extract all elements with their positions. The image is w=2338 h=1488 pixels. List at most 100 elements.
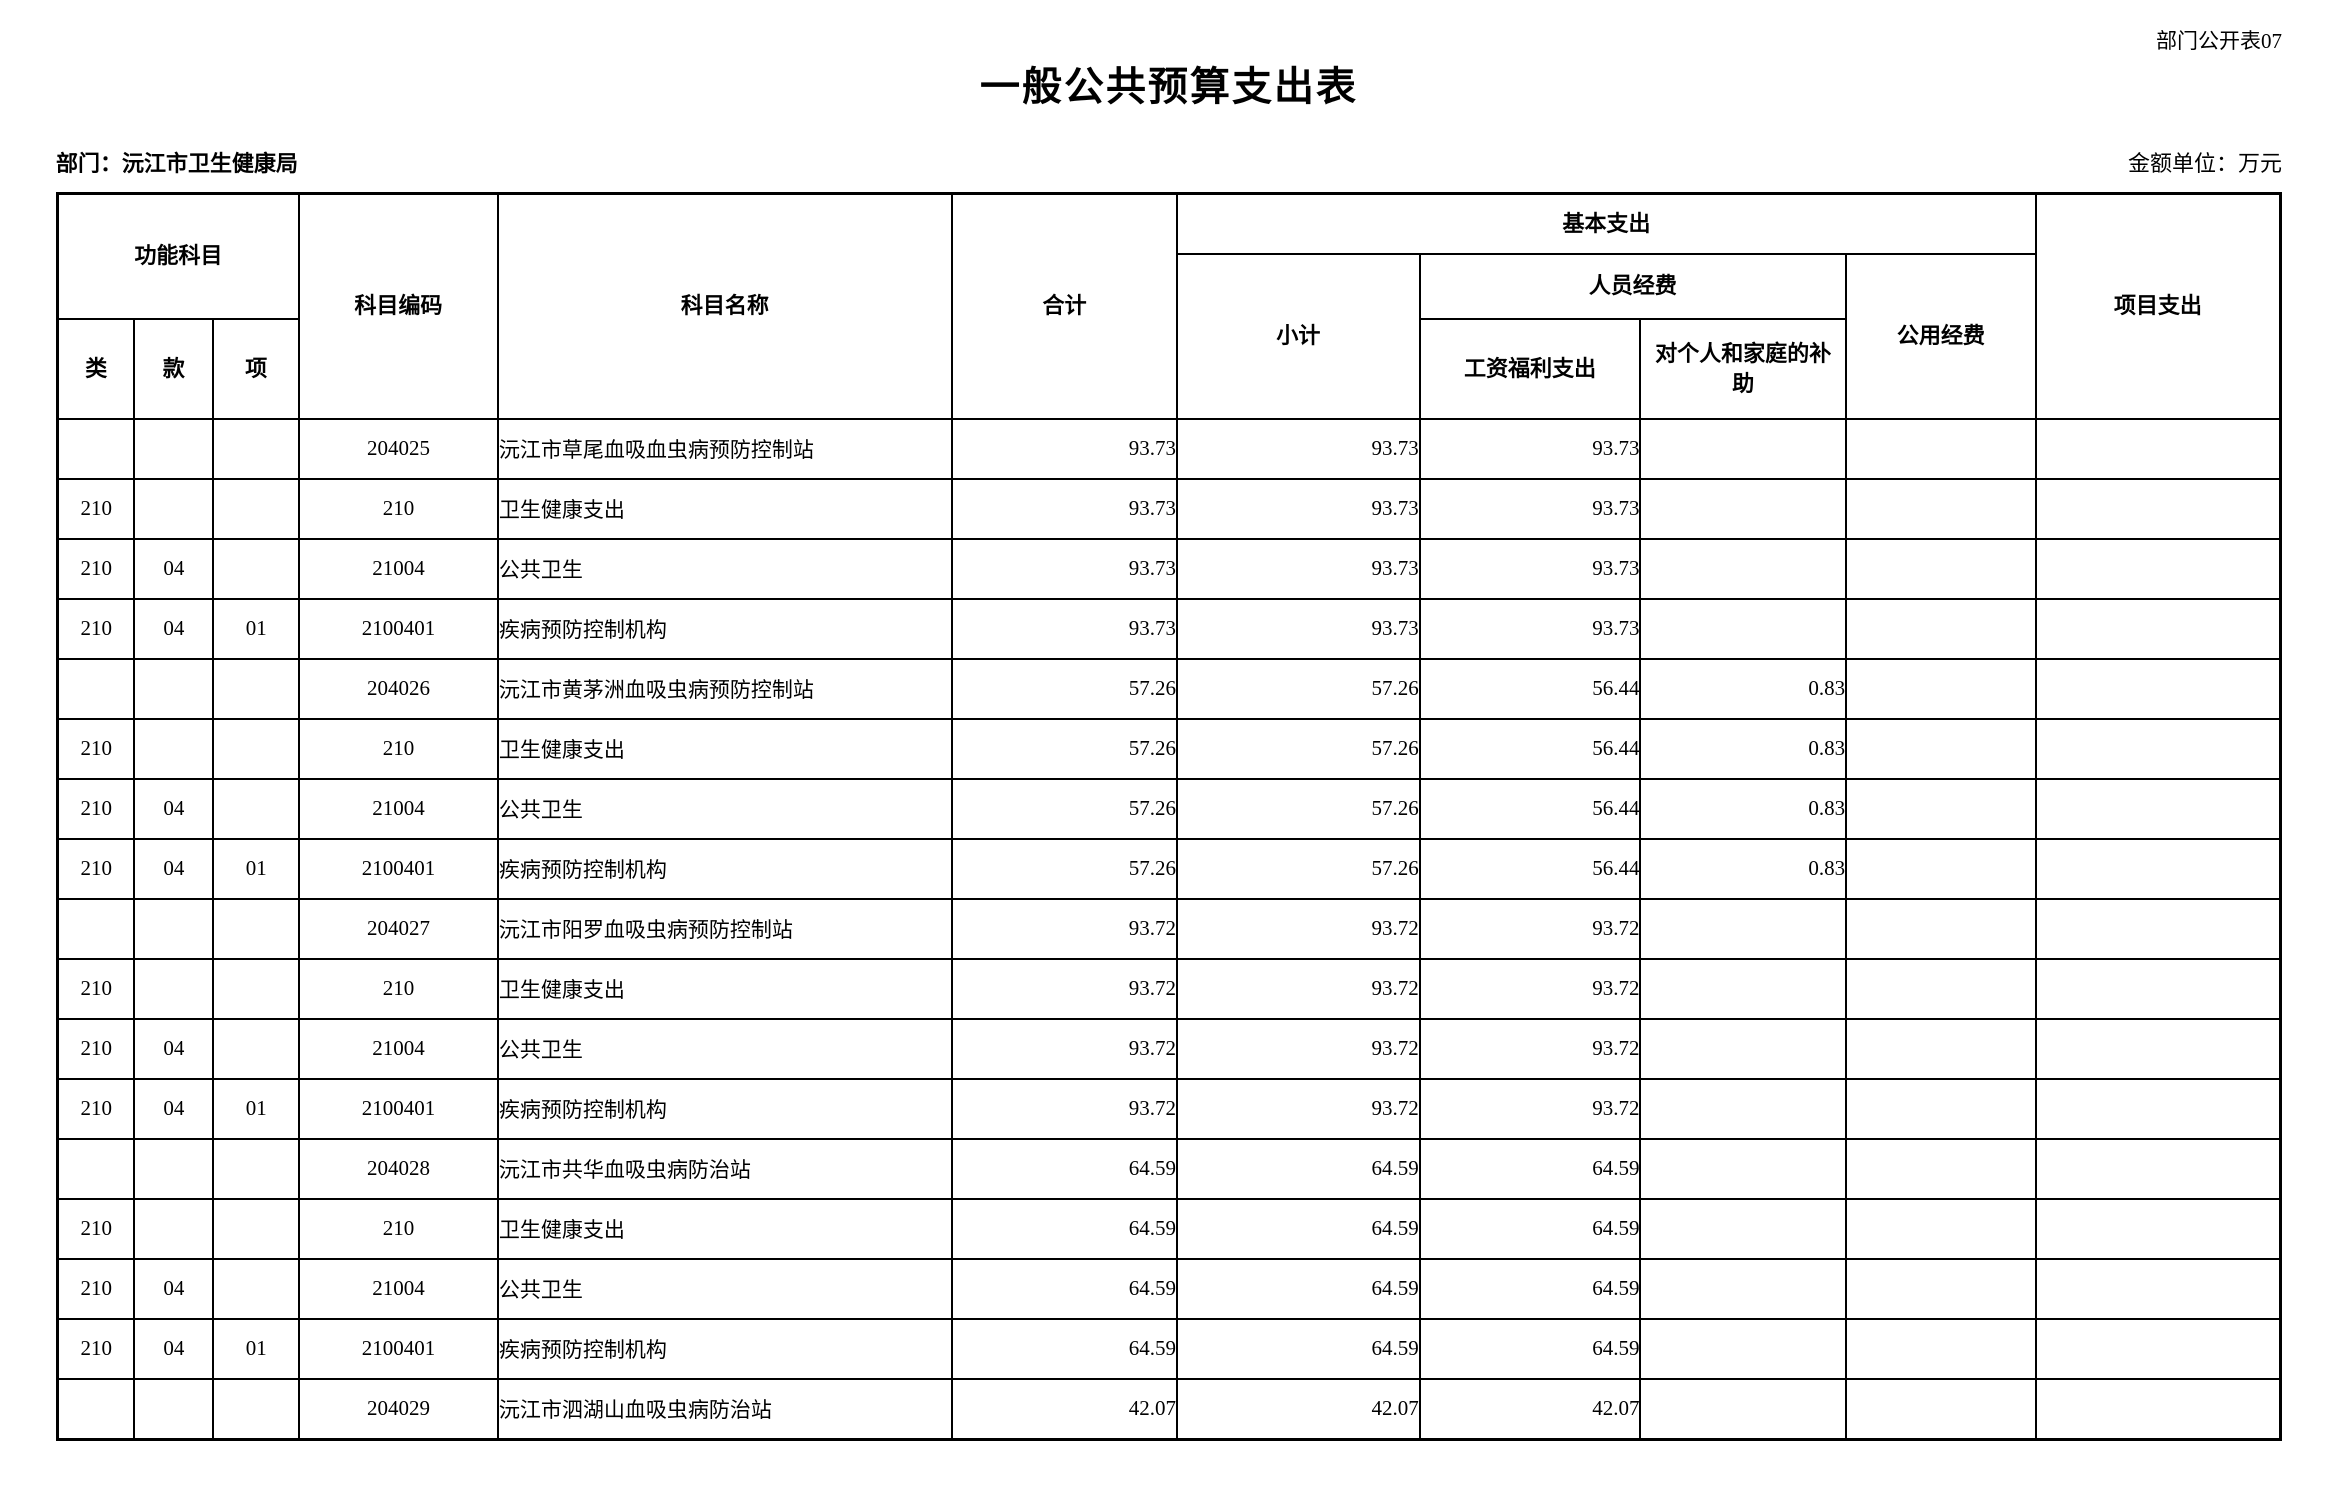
subject-code-cell: 21004 <box>298 1257 499 1320</box>
amount-cell: 93.73 <box>951 537 1178 600</box>
amount-cell <box>1639 1317 1848 1380</box>
subject-code-cell: 2100401 <box>298 837 499 900</box>
table-row: 210 210 卫生健康支出 57.26 57.26 56.44 0.83 <box>56 717 2282 780</box>
sheet-label: 部门公开表07 <box>2156 29 2282 53</box>
table-row: 210 04 01 2100401 疾病预防控制机构 93.73 93.73 93.73 <box>56 597 2282 660</box>
amount-cell <box>2034 717 2282 780</box>
subject-name-cell: 疾病预防控制机构 <box>496 837 954 900</box>
amount-cell <box>1845 1137 2037 1200</box>
header-public-funds: 公用经费 <box>1845 252 2037 420</box>
header-basic-expenditure: 基本支出 <box>1175 192 2037 255</box>
amount-cell: 93.72 <box>1418 1017 1642 1080</box>
amount-cell <box>1639 1377 1848 1440</box>
func-code-cell: 210 <box>56 477 136 540</box>
func-code-cell <box>133 897 215 960</box>
amount-cell: 93.73 <box>1175 537 1421 600</box>
func-code-cell: 04 <box>133 1317 215 1380</box>
subject-name-cell: 公共卫生 <box>496 537 954 600</box>
subject-code-cell: 21004 <box>298 777 499 840</box>
func-code-cell <box>133 717 215 780</box>
table-row: 210 04 21004 公共卫生 64.59 64.59 64.59 <box>56 1257 2282 1320</box>
amount-cell <box>1639 597 1848 660</box>
amount-cell: 93.73 <box>951 417 1178 480</box>
amount-cell: 64.59 <box>1418 1257 1642 1320</box>
amount-cell: 57.26 <box>1175 837 1421 900</box>
subject-name-cell: 沅江市黄茅洲血吸虫病预防控制站 <box>496 657 954 720</box>
amount-cell: 42.07 <box>1175 1377 1421 1440</box>
subject-name-cell: 沅江市阳罗血吸虫病预防控制站 <box>496 897 954 960</box>
amount-cell: 93.73 <box>1418 477 1642 540</box>
budget-table: 功能科目 科目编码 科目名称 合计 基本支出 项目支出 小计 人员经费 公用经费… <box>56 192 2282 1441</box>
table-row: 210 04 01 2100401 疾病预防控制机构 93.72 93.72 93.72 <box>56 1077 2282 1140</box>
amount-cell <box>1639 477 1848 540</box>
header-func-subject: 功能科目 <box>56 192 301 320</box>
subject-name-cell: 沅江市共华血吸虫病防治站 <box>496 1137 954 1200</box>
amount-cell: 64.59 <box>951 1257 1178 1320</box>
amount-cell: 93.73 <box>951 597 1178 660</box>
func-code-cell <box>133 417 215 480</box>
amount-cell: 0.83 <box>1639 837 1848 900</box>
amount-cell <box>1845 417 2037 480</box>
amount-cell <box>2034 1197 2282 1260</box>
amount-cell <box>1845 897 2037 960</box>
amount-cell: 64.59 <box>1418 1137 1642 1200</box>
amount-cell <box>1845 1077 2037 1140</box>
amount-cell <box>1845 777 2037 840</box>
amount-unit-label: 金额单位：万元 <box>2127 151 2282 176</box>
func-code-cell <box>212 537 301 600</box>
func-code-cell: 210 <box>56 1257 136 1320</box>
subject-name-cell: 卫生健康支出 <box>496 477 954 540</box>
subject-code-cell: 2100401 <box>298 597 499 660</box>
table-row: 210 210 卫生健康支出 93.72 93.72 93.72 <box>56 957 2282 1020</box>
amount-cell: 93.72 <box>951 1077 1178 1140</box>
amount-cell <box>2034 837 2282 900</box>
func-code-cell <box>212 957 301 1020</box>
amount-cell <box>2034 597 2282 660</box>
table-row: 204026 沅江市黄茅洲血吸虫病预防控制站 57.26 57.26 56.44 0.83 <box>56 657 2282 720</box>
func-code-cell <box>133 477 215 540</box>
amount-cell: 64.59 <box>951 1197 1178 1260</box>
table-body: 204025 沅江市草尾血吸血虫病预防控制站 93.73 93.73 93.73 210 2… <box>56 417 2282 1440</box>
amount-cell: 64.59 <box>951 1137 1178 1200</box>
func-code-cell: 04 <box>133 1257 215 1320</box>
header-wage-welfare: 工资福利支出 <box>1418 317 1642 420</box>
func-code-cell: 04 <box>133 1077 215 1140</box>
amount-cell: 57.26 <box>1175 717 1421 780</box>
amount-cell: 93.73 <box>951 477 1178 540</box>
amount-cell <box>1845 957 2037 1020</box>
subject-name-cell: 公共卫生 <box>496 1017 954 1080</box>
subject-name-cell: 疾病预防控制机构 <box>496 1077 954 1140</box>
amount-cell: 57.26 <box>1175 777 1421 840</box>
amount-cell: 42.07 <box>1418 1377 1642 1440</box>
amount-cell <box>1639 957 1848 1020</box>
amount-cell: 64.59 <box>1175 1197 1421 1260</box>
table-row: 204027 沅江市阳罗血吸虫病预防控制站 93.72 93.72 93.72 <box>56 897 2282 960</box>
subject-name-cell: 疾病预防控制机构 <box>496 1317 954 1380</box>
amount-cell <box>2034 477 2282 540</box>
amount-cell: 0.83 <box>1639 657 1848 720</box>
subject-name-cell: 沅江市草尾血吸血虫病预防控制站 <box>496 417 954 480</box>
func-code-cell <box>212 717 301 780</box>
table-row: 210 04 01 2100401 疾病预防控制机构 64.59 64.59 64.59 <box>56 1317 2282 1380</box>
func-code-cell <box>212 897 301 960</box>
func-code-cell <box>133 1197 215 1260</box>
func-code-cell <box>56 417 136 480</box>
amount-cell: 56.44 <box>1418 717 1642 780</box>
subject-name-cell: 卫生健康支出 <box>496 717 954 780</box>
amount-cell: 57.26 <box>951 657 1178 720</box>
amount-cell <box>1845 1377 2037 1440</box>
amount-cell <box>2034 1377 2282 1440</box>
subject-code-cell: 2100401 <box>298 1077 499 1140</box>
table-header: 功能科目 科目编码 科目名称 合计 基本支出 项目支出 小计 人员经费 公用经费… <box>56 192 2282 420</box>
header-subject-code: 科目编码 <box>298 192 499 420</box>
func-code-cell <box>56 1137 136 1200</box>
amount-cell <box>1845 1197 2037 1260</box>
table-row: 210 04 21004 公共卫生 93.73 93.73 93.73 <box>56 537 2282 600</box>
amount-cell: 93.73 <box>1175 477 1421 540</box>
amount-cell <box>1639 1137 1848 1200</box>
amount-cell <box>2034 897 2282 960</box>
func-code-cell: 210 <box>56 717 136 780</box>
amount-cell: 0.83 <box>1639 777 1848 840</box>
func-code-cell <box>56 897 136 960</box>
header-individual-family-subsidy: 对个人和家庭的补助 <box>1639 317 1848 420</box>
